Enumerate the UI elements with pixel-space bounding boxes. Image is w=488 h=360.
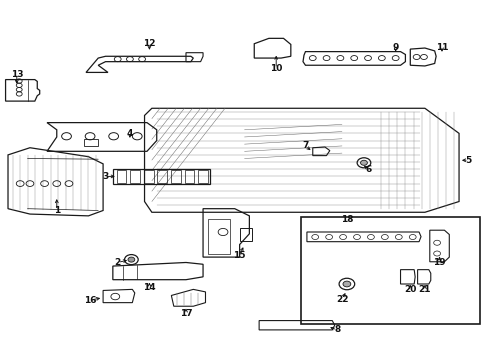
Text: 10: 10 xyxy=(269,64,282,73)
Text: 13: 13 xyxy=(11,70,23,79)
Circle shape xyxy=(360,160,366,165)
Text: 18: 18 xyxy=(340,215,352,224)
Text: 16: 16 xyxy=(83,296,96,305)
Text: 15: 15 xyxy=(233,251,245,260)
Text: 2: 2 xyxy=(114,258,121,267)
Circle shape xyxy=(342,281,350,287)
Text: 21: 21 xyxy=(418,285,430,294)
Text: 8: 8 xyxy=(333,325,340,334)
Text: 6: 6 xyxy=(365,165,371,174)
Circle shape xyxy=(128,257,135,262)
Text: 7: 7 xyxy=(302,141,308,150)
Text: 4: 4 xyxy=(126,129,133,138)
Text: 1: 1 xyxy=(54,206,60,215)
Text: 11: 11 xyxy=(435,43,447,52)
Text: 19: 19 xyxy=(432,258,445,267)
Text: 20: 20 xyxy=(403,285,416,294)
Text: 5: 5 xyxy=(465,156,471,165)
Text: 17: 17 xyxy=(179,309,192,318)
Text: 3: 3 xyxy=(102,172,108,181)
Text: 14: 14 xyxy=(143,283,155,292)
Text: 9: 9 xyxy=(392,43,398,52)
Text: 12: 12 xyxy=(143,39,155,48)
Text: 22: 22 xyxy=(335,294,347,303)
